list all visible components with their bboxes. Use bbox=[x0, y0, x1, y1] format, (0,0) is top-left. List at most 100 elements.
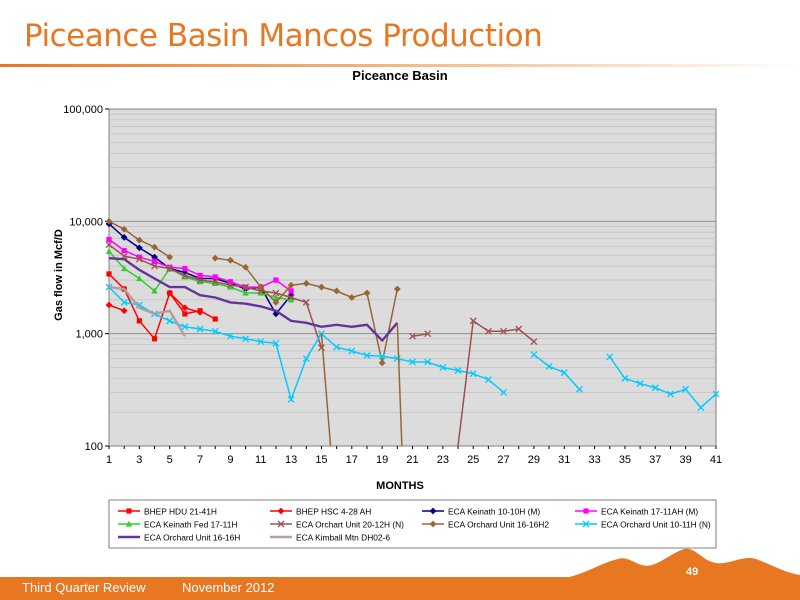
data-point bbox=[105, 283, 113, 291]
y-axis-ticks: 100 1,000 10,000 100,000 bbox=[63, 104, 109, 453]
data-point bbox=[621, 374, 629, 382]
data-point bbox=[211, 278, 219, 286]
data-point bbox=[515, 325, 523, 333]
data-point bbox=[318, 283, 325, 291]
data-point bbox=[272, 294, 280, 301]
data-point bbox=[333, 343, 341, 351]
legend-label: BHEP HSC 4-28 AH bbox=[296, 507, 371, 517]
x-tick-label: 13 bbox=[285, 454, 297, 466]
data-point bbox=[378, 359, 386, 367]
data-point bbox=[651, 384, 659, 392]
legend-item: ECA Keinath 17-11AH (M) bbox=[575, 507, 698, 517]
series-eca-orchard-unit-16-16h bbox=[108, 257, 399, 343]
data-point bbox=[196, 325, 204, 333]
data-point bbox=[500, 327, 508, 335]
data-point bbox=[636, 380, 644, 387]
data-point bbox=[166, 317, 174, 325]
data-point bbox=[302, 298, 310, 306]
legend-item: ECA Kimball Mtn DH02-6 bbox=[270, 533, 390, 543]
data-point bbox=[363, 351, 371, 359]
data-point bbox=[242, 335, 250, 343]
series-eca-orchard-unit-16-16h2 bbox=[105, 217, 401, 367]
x-tick-label: 37 bbox=[649, 454, 661, 466]
legend-label: ECA Keinath 10-10H (M) bbox=[448, 507, 540, 517]
data-point bbox=[106, 271, 112, 277]
data-point bbox=[135, 255, 143, 263]
data-point bbox=[560, 369, 568, 377]
legend-label: ECA Orchard Unit 10-11H (N) bbox=[601, 520, 711, 530]
legend: BHEP HDU 21-41H BHEP HSC 4-28 AH ECA Keina… bbox=[118, 507, 711, 543]
data-point bbox=[227, 256, 234, 264]
data-point bbox=[348, 294, 356, 301]
data-point bbox=[277, 520, 285, 528]
data-point bbox=[105, 217, 113, 225]
grid-lines bbox=[109, 113, 716, 413]
data-point bbox=[469, 370, 477, 378]
series-eca-keinath-fed-17-11h bbox=[105, 247, 295, 303]
data-point bbox=[242, 283, 250, 291]
data-point bbox=[429, 520, 437, 528]
data-point bbox=[272, 298, 280, 306]
x-tick-label: 9 bbox=[227, 454, 233, 466]
x-axis-label: MONTHS bbox=[376, 480, 424, 492]
data-point bbox=[530, 351, 538, 359]
data-point bbox=[166, 289, 174, 297]
legend-item: ECA Orchard Unit 16-16H bbox=[118, 533, 240, 543]
data-point bbox=[136, 318, 142, 324]
legend-item: ECA Keinath 10-10H (M) bbox=[422, 507, 540, 517]
data-point bbox=[227, 279, 233, 285]
data-point bbox=[287, 294, 295, 301]
x-tick-label: 33 bbox=[588, 454, 600, 466]
data-point bbox=[606, 353, 614, 361]
x-tick-label: 31 bbox=[558, 454, 570, 466]
data-point bbox=[272, 310, 280, 318]
data-point bbox=[363, 289, 371, 297]
data-point bbox=[105, 301, 113, 309]
series-line bbox=[108, 304, 125, 312]
data-point bbox=[454, 367, 462, 374]
x-tick-label: 15 bbox=[315, 454, 327, 466]
mountain-logo bbox=[560, 548, 800, 585]
plot-area bbox=[108, 108, 717, 447]
data-point bbox=[409, 332, 416, 340]
x-tick-label: 23 bbox=[437, 454, 449, 466]
legend-item: ECA Orchard Unit 16-16H2 bbox=[422, 520, 549, 530]
data-point bbox=[469, 317, 477, 325]
data-point bbox=[151, 258, 158, 264]
data-point bbox=[106, 236, 112, 243]
data-point bbox=[126, 508, 132, 514]
data-point bbox=[182, 311, 188, 317]
x-tick-label: 21 bbox=[406, 454, 418, 466]
series-line bbox=[412, 332, 428, 337]
data-point bbox=[226, 332, 234, 340]
legend-item: BHEP HSC 4-28 AH bbox=[270, 507, 371, 517]
legend-item: ECA Orchart Unit 20-12H (N) bbox=[270, 520, 404, 530]
x-tick-label: 25 bbox=[467, 454, 479, 466]
footer-bar bbox=[0, 577, 800, 600]
data-point bbox=[272, 289, 280, 297]
legend-label: ECA Keinath Fed 17-11H bbox=[144, 520, 237, 530]
drop-line bbox=[457, 320, 474, 447]
data-point bbox=[712, 390, 720, 398]
x-tick-label: 5 bbox=[167, 454, 173, 466]
data-point bbox=[120, 225, 128, 233]
data-point bbox=[257, 283, 265, 291]
legend-label: ECA Orchard Unit 16-16H bbox=[144, 533, 240, 543]
series-eca-orchart-unit-20-12h-n- bbox=[105, 241, 538, 352]
data-point bbox=[181, 323, 189, 331]
data-point bbox=[151, 253, 158, 261]
data-point bbox=[287, 281, 295, 289]
x-tick-label: 27 bbox=[497, 454, 509, 466]
data-point bbox=[226, 281, 234, 289]
legend-label: ECA Orchart Unit 20-12H (N) bbox=[296, 520, 404, 530]
x-tick-label: 11 bbox=[255, 454, 266, 466]
data-point bbox=[393, 285, 401, 293]
data-point bbox=[151, 287, 158, 294]
data-point bbox=[409, 358, 416, 366]
drop-line bbox=[320, 333, 332, 447]
data-point bbox=[105, 247, 113, 254]
data-point bbox=[378, 352, 386, 360]
series-line bbox=[108, 257, 399, 343]
x-tick-label: 1 bbox=[106, 454, 112, 466]
data-point bbox=[125, 520, 133, 527]
